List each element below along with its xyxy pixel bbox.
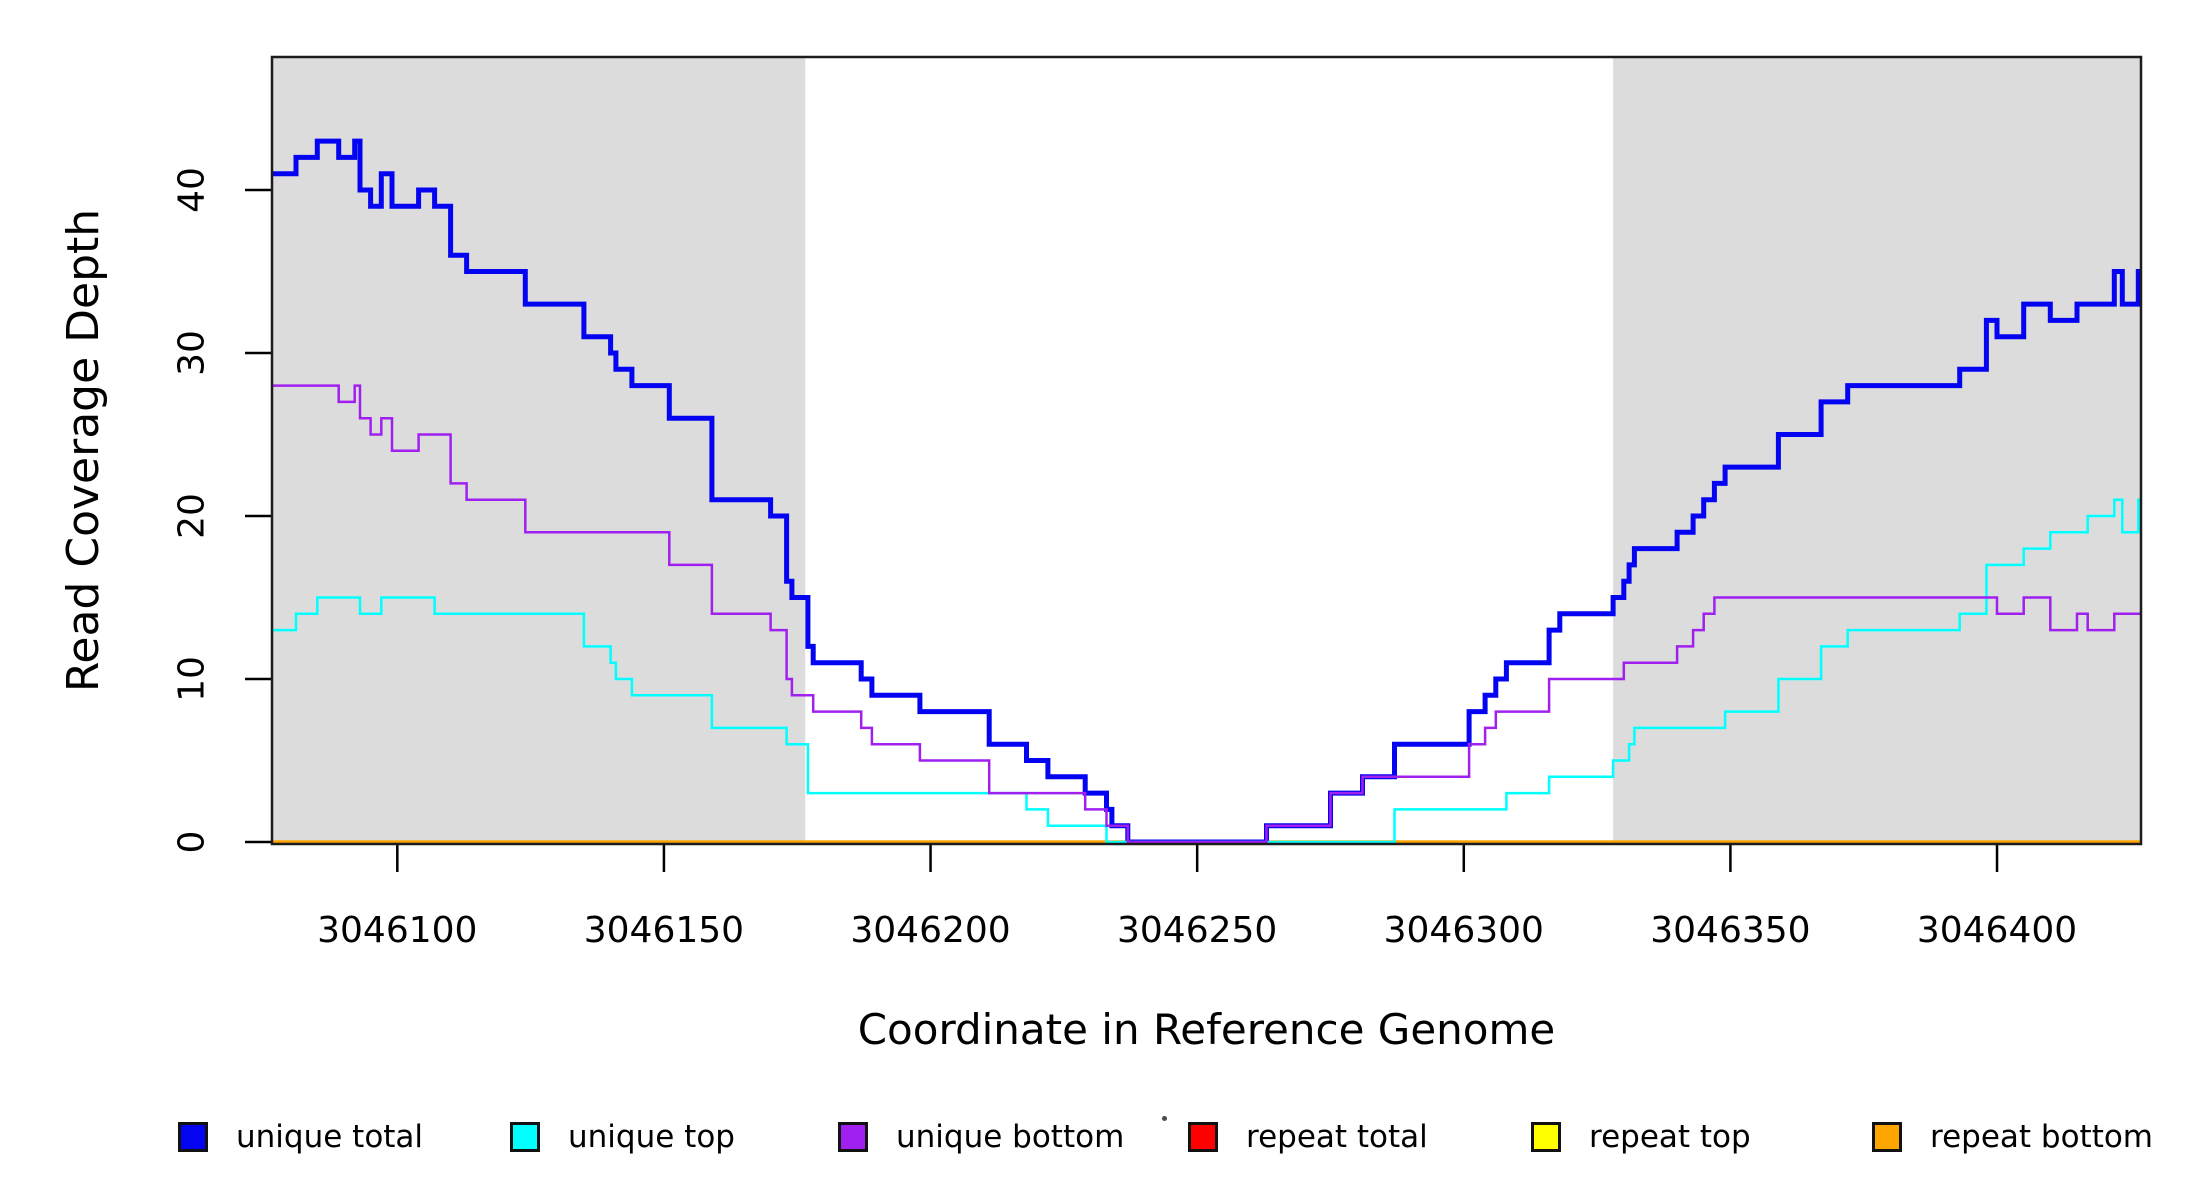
legend-swatch-unique-total <box>178 1122 208 1152</box>
y-axis-tick-label: 10 <box>172 656 213 702</box>
legend-item-unique-total: unique total <box>178 1119 424 1155</box>
legend-label: repeat bottom <box>1930 1119 2154 1155</box>
legend-label: unique bottom <box>896 1119 1125 1155</box>
x-axis-title: Coordinate in Reference Genome <box>858 1005 1556 1054</box>
x-axis-tick-label: 3046300 <box>1384 910 1544 951</box>
legend-swatch-unique-bottom <box>838 1122 868 1152</box>
legend-item-unique-top: unique top <box>510 1119 735 1155</box>
x-axis-tick-label: 3046350 <box>1650 910 1810 951</box>
legend-swatch-repeat-top <box>1531 1122 1561 1152</box>
legend-item-repeat-top: repeat top <box>1531 1119 1751 1155</box>
stray-dot-artifact <box>1162 1116 1167 1121</box>
x-axis-tick-label: 3046250 <box>1117 910 1277 951</box>
y-axis-tick-label: 0 <box>172 831 213 854</box>
legend-swatch-repeat-total <box>1188 1122 1218 1152</box>
y-axis-title: Read Coverage Depth <box>58 209 109 692</box>
legend-item-repeat-total: repeat total <box>1188 1119 1428 1155</box>
y-axis-tick-label: 30 <box>172 330 213 376</box>
y-axis-tick-label: 20 <box>172 493 213 539</box>
legend-label: unique total <box>236 1119 424 1155</box>
x-axis-tick-label: 3046100 <box>317 910 477 951</box>
x-axis-tick-label: 3046200 <box>850 910 1010 951</box>
legend-label: repeat total <box>1246 1119 1428 1155</box>
plot-border <box>270 55 2143 846</box>
series-line-unique-top <box>272 498 2141 844</box>
legend-label: repeat top <box>1589 1119 1751 1155</box>
series-line-unique-total <box>272 138 2141 845</box>
legend-item-unique-bottom: unique bottom <box>838 1119 1125 1155</box>
legend-swatch-unique-top <box>510 1122 540 1152</box>
series-line-unique-bottom <box>272 384 2141 844</box>
x-axis-tick-label: 3046150 <box>584 910 744 951</box>
right-shaded-region <box>1613 57 2141 844</box>
x-axis-tick-label: 3046400 <box>1917 910 2077 951</box>
legend-swatch-repeat-bottom <box>1872 1122 1902 1152</box>
left-shaded-region <box>272 57 806 844</box>
legend-item-repeat-bottom: repeat bottom <box>1872 1119 2154 1155</box>
y-axis-tick-label: 40 <box>172 167 213 213</box>
legend-label: unique top <box>568 1119 735 1155</box>
